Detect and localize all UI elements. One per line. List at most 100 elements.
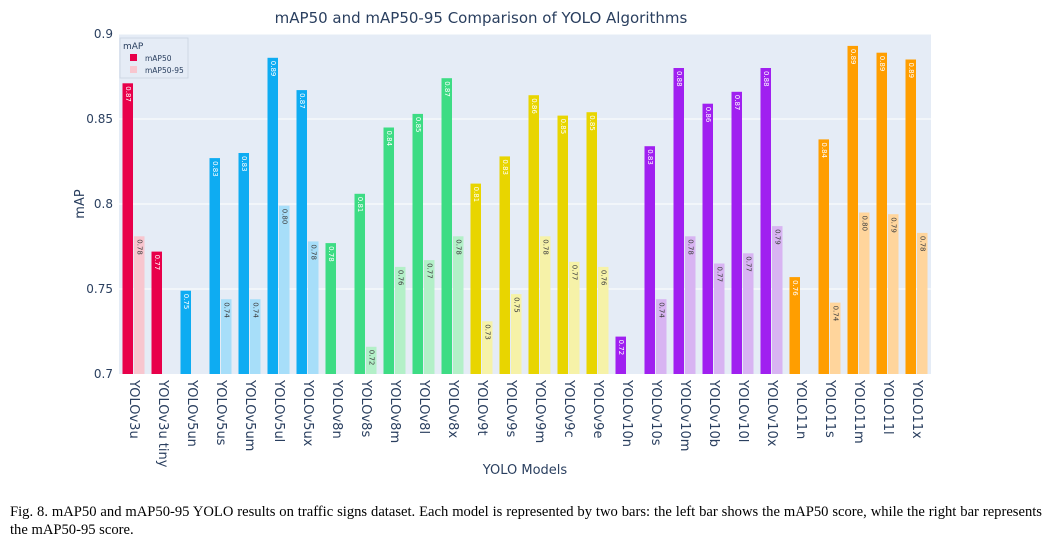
data-label-map50-95: 0.73 bbox=[483, 324, 491, 340]
x-tick-label: YOLO11x bbox=[909, 379, 924, 439]
bar-map50 bbox=[470, 183, 481, 374]
data-label-map50-95: 0.74 bbox=[657, 302, 665, 318]
data-label-map50: 0.83 bbox=[240, 156, 248, 172]
x-tick-label: YOLOv8x bbox=[445, 379, 460, 438]
legend-swatch-map50 bbox=[130, 54, 137, 61]
x-tick-label: YOLOv9m bbox=[532, 379, 547, 443]
data-label-map50-95: 0.74 bbox=[251, 302, 259, 318]
bars: 0.87 0.78 0.77 0.75 0.83 0.74 0.83 0.74 0.89 0.80… bbox=[122, 45, 928, 375]
x-tick-label: YOLOv10s bbox=[648, 379, 663, 446]
x-tick-label: YOLOv5us bbox=[213, 379, 228, 446]
bar-map50 bbox=[122, 83, 133, 375]
data-label-map50: 0.87 bbox=[124, 86, 132, 102]
bar-map50-95 bbox=[859, 212, 870, 374]
x-axis-ticks: YOLOv3u YOLOv3u tiny YOLOv5un YOLOv5us YOLOv… bbox=[126, 379, 924, 468]
bar-map50 bbox=[905, 59, 916, 374]
bar-map50 bbox=[441, 78, 452, 374]
bar-map50-95 bbox=[540, 236, 551, 374]
data-label-map50: 0.85 bbox=[414, 117, 422, 133]
bar-map50 bbox=[818, 139, 829, 374]
bar-map50 bbox=[702, 103, 713, 374]
bar-map50-95 bbox=[453, 236, 464, 374]
x-axis-title: YOLO Models bbox=[482, 463, 568, 478]
x-tick-label: YOLOv9e bbox=[590, 379, 605, 438]
x-tick-label: YOLO11m bbox=[851, 379, 866, 444]
x-tick-label: YOLOv8n bbox=[329, 379, 344, 439]
x-tick-label: YOLOv9c bbox=[561, 379, 576, 438]
bar-map50-95 bbox=[569, 261, 580, 374]
bar-map50 bbox=[876, 52, 887, 374]
x-tick-label: YOLOv10l bbox=[735, 379, 750, 442]
bar-map50-95 bbox=[714, 263, 725, 374]
bar-map50 bbox=[209, 158, 220, 374]
x-tick-label: YOLOv8s bbox=[358, 379, 373, 437]
bar-map50-95 bbox=[656, 299, 667, 374]
data-label-map50-95: 0.74 bbox=[222, 302, 230, 318]
bar-map50 bbox=[296, 90, 307, 374]
data-label-map50: 0.85 bbox=[559, 119, 567, 135]
data-label-map50: 0.89 bbox=[269, 61, 277, 77]
data-label-map50-95: 0.80 bbox=[860, 216, 868, 232]
bar-map50-95 bbox=[511, 294, 522, 374]
bar-map50 bbox=[151, 251, 162, 374]
data-label-map50-95: 0.80 bbox=[280, 209, 288, 225]
bar-map50-95 bbox=[598, 266, 609, 374]
data-label-map50-95: 0.75 bbox=[512, 297, 520, 313]
data-label-map50: 0.84 bbox=[385, 131, 393, 147]
chart: mAP50 and mAP50-95 Comparison of YOLO Al… bbox=[73, 9, 931, 478]
x-tick-label: YOLOv9t bbox=[474, 379, 489, 436]
bar-map50 bbox=[731, 91, 742, 375]
data-label-map50: 0.89 bbox=[849, 49, 857, 65]
bar-map50 bbox=[354, 193, 365, 374]
y-tick-label: 0.9 bbox=[94, 27, 113, 41]
bar-map50 bbox=[673, 68, 684, 374]
data-label-map50: 0.87 bbox=[298, 93, 306, 109]
x-tick-label: YOLO11l bbox=[880, 379, 895, 435]
bar-map50 bbox=[383, 127, 394, 374]
bar-map50-95 bbox=[395, 266, 406, 374]
legend: mAP mAP50 mAP50-95 bbox=[119, 37, 189, 79]
data-label-map50: 0.81 bbox=[356, 197, 364, 213]
y-tick-label: 0.75 bbox=[86, 282, 113, 296]
bar-map50-95 bbox=[134, 236, 145, 374]
data-label-map50: 0.88 bbox=[762, 71, 770, 87]
bar-map50-95 bbox=[424, 260, 435, 374]
bar-map50-95 bbox=[279, 205, 290, 374]
data-label-map50: 0.86 bbox=[530, 98, 538, 114]
x-tick-label: YOLOv10m bbox=[677, 379, 692, 451]
x-tick-label: YOLO11n bbox=[793, 379, 808, 439]
bar-map50 bbox=[238, 153, 249, 374]
x-tick-label: YOLO11s bbox=[822, 379, 837, 438]
bar-map50-95 bbox=[743, 253, 754, 374]
data-label-map50-95: 0.78 bbox=[454, 239, 462, 255]
data-label-map50: 0.75 bbox=[182, 294, 190, 310]
data-label-map50-95: 0.77 bbox=[715, 267, 723, 283]
data-label-map50: 0.87 bbox=[733, 95, 741, 111]
x-tick-label: YOLOv3u tiny bbox=[155, 379, 170, 468]
bar-map50 bbox=[267, 57, 278, 375]
bar-map50 bbox=[644, 146, 655, 374]
data-label-map50: 0.78 bbox=[327, 246, 335, 262]
data-label-map50-95: 0.78 bbox=[686, 239, 694, 255]
data-label-map50: 0.85 bbox=[588, 115, 596, 131]
data-label-map50-95: 0.72 bbox=[367, 350, 375, 366]
data-label-map50: 0.86 bbox=[704, 107, 712, 123]
bar-map50 bbox=[789, 277, 800, 374]
data-label-map50: 0.84 bbox=[820, 142, 828, 158]
bar-map50-95 bbox=[308, 241, 319, 374]
y-axis-ticks: 0.7 0.75 0.8 0.85 0.9 bbox=[86, 27, 113, 381]
x-tick-label: YOLOv5ul bbox=[271, 379, 286, 442]
bar-map50 bbox=[847, 45, 858, 375]
data-label-map50-95: 0.78 bbox=[541, 239, 549, 255]
bar-map50-95 bbox=[250, 299, 261, 374]
figure-caption: Fig. 8. mAP50 and mAP50-95 YOLO results … bbox=[10, 504, 1042, 538]
data-label-map50-95: 0.77 bbox=[570, 265, 578, 281]
bar-map50 bbox=[528, 95, 539, 374]
bar-map50-95 bbox=[685, 236, 696, 374]
data-label-map50: 0.83 bbox=[211, 161, 219, 177]
data-label-map50: 0.88 bbox=[675, 71, 683, 87]
legend-label-map50: mAP50 bbox=[145, 54, 172, 63]
data-label-map50-95: 0.78 bbox=[135, 239, 143, 255]
chart-title: mAP50 and mAP50-95 Comparison of YOLO Al… bbox=[275, 9, 688, 27]
bar-map50-95 bbox=[830, 302, 841, 374]
